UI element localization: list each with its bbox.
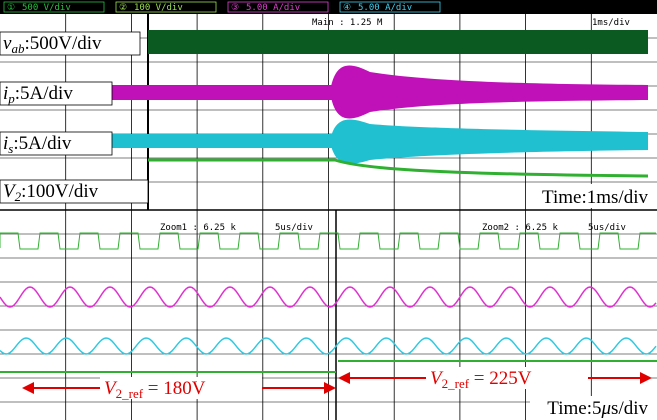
is-zoom <box>0 338 656 354</box>
channel-scale: 5.00 A/div <box>246 3 300 13</box>
ip-burst <box>330 65 648 118</box>
time-label: Time:1ms/div <box>542 187 648 208</box>
subscript: 2_ref <box>116 386 144 401</box>
is-burst <box>330 119 648 163</box>
trace-label: is:5A/div <box>3 133 72 156</box>
scale: :5A/div <box>15 83 74 104</box>
arrow-head <box>22 382 34 394</box>
grid <box>0 14 657 420</box>
main-scale: 1ms/div <box>592 18 630 28</box>
channel-scale: 5.00 A/div <box>358 3 412 13</box>
ip-zoom <box>0 287 656 307</box>
channel-scale: 100 V/div <box>134 3 183 13</box>
subscript: ab <box>11 41 25 56</box>
prefix: Time:5 <box>547 398 601 419</box>
scope-screenshot: ① 500 V/div ② 100 V/div ③ 5.00 A/div ④ 5.00 A/d… <box>0 0 657 420</box>
time-label: Time:5μs/div <box>547 398 648 419</box>
arrow-head <box>338 372 350 384</box>
zoom-scale: 5us/div <box>275 223 313 233</box>
channel-number: ① <box>7 3 15 13</box>
gate-signal <box>0 233 656 249</box>
value: = 225V <box>469 368 532 389</box>
mu: μ <box>601 398 612 419</box>
zoom-label: Zoom2 : 6.25 k <box>482 223 558 233</box>
zoom-label: Zoom1 : 6.25 k <box>160 223 236 233</box>
v2-trace <box>148 160 648 176</box>
channel-number: ② <box>119 3 127 13</box>
main-timebase: Main : 1.25 M <box>312 18 383 28</box>
vab-band <box>148 30 648 54</box>
value: = 180V <box>143 378 206 399</box>
scale: :100V/div <box>21 181 99 202</box>
arrow-head <box>324 382 336 394</box>
suffix: s/div <box>611 398 648 419</box>
channel-number: ③ <box>231 3 239 13</box>
arrow-head <box>640 372 652 384</box>
subscript: 2_ref <box>442 376 470 391</box>
channel-scale: 500 V/div <box>22 3 71 13</box>
zoom-scale: 5us/div <box>588 223 626 233</box>
scale: :5A/div <box>13 133 72 154</box>
scale: :500V/div <box>24 33 102 54</box>
channel-number: ④ <box>343 3 351 13</box>
